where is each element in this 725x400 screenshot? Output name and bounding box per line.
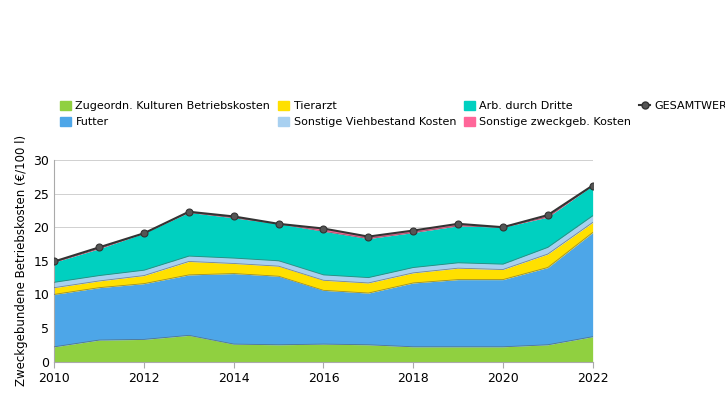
Legend: Zugeordn. Kulturen Betriebskosten, Futter, Tierarzt, Sonstige Viehbestand Kosten: Zugeordn. Kulturen Betriebskosten, Futte… [60, 101, 725, 128]
Y-axis label: Zweckgebundene Betriebskosten (€/100 l): Zweckgebundene Betriebskosten (€/100 l) [15, 135, 28, 386]
